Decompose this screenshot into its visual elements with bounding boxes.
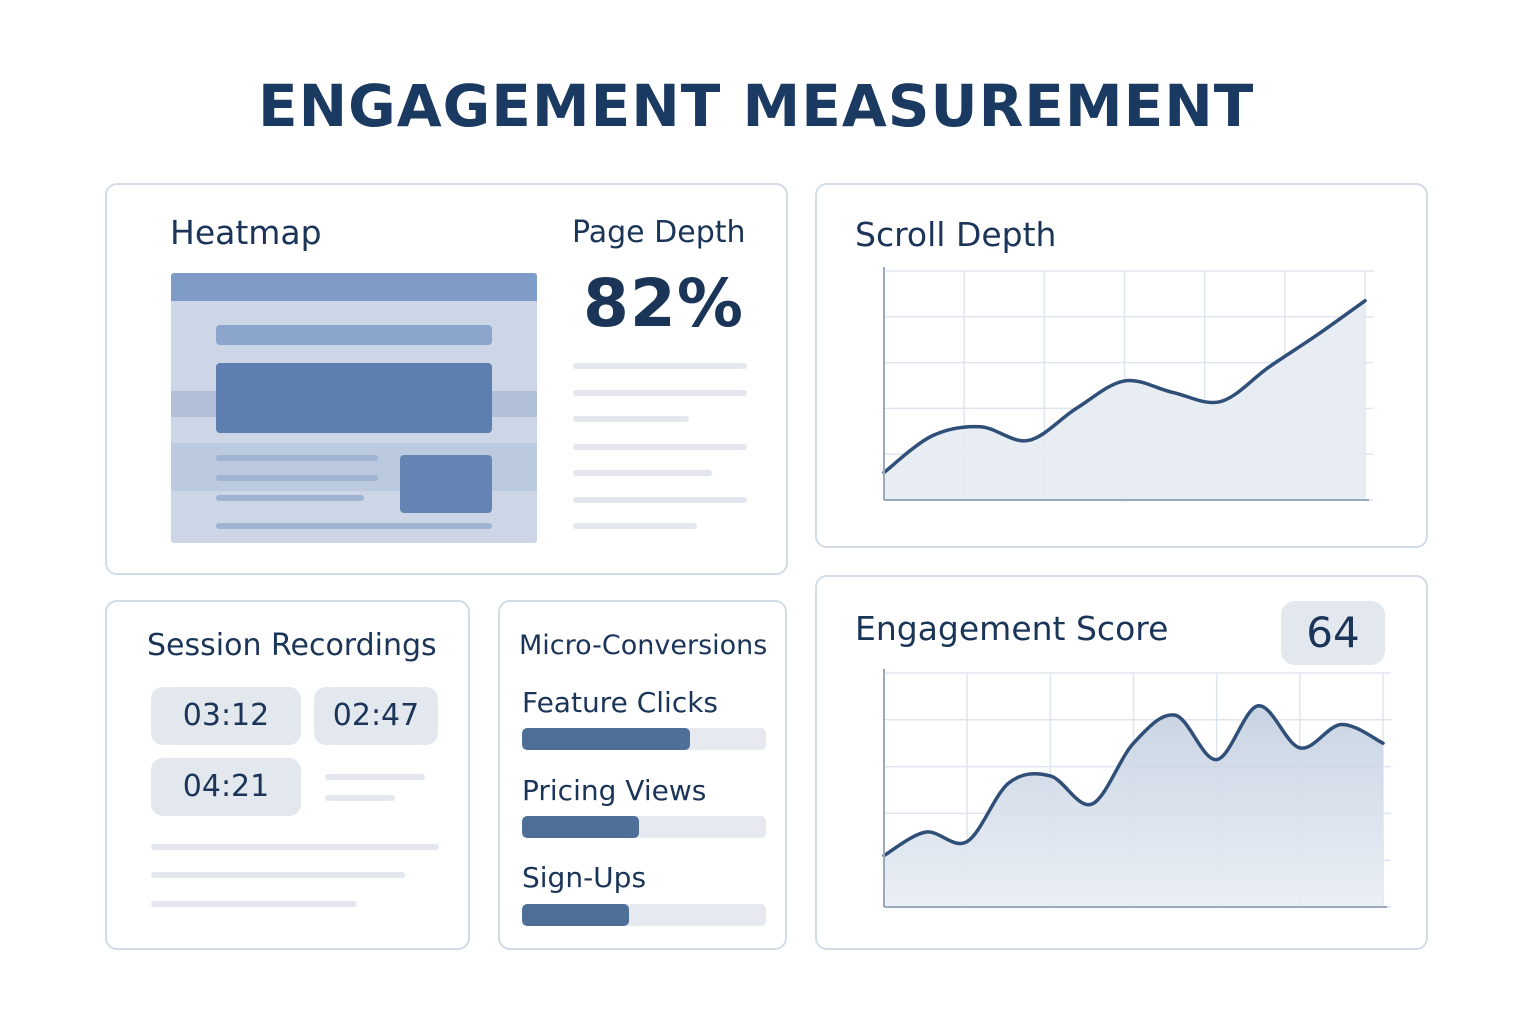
placeholder-line [573, 444, 747, 450]
placeholder-line [325, 795, 395, 801]
heatmap-title: Heatmap [170, 213, 322, 252]
page-title: ENGAGEMENT MEASUREMENT [258, 72, 1255, 140]
heatmap-top-bar [171, 273, 537, 301]
heatmap-card: Heatmap Page Depth 82% [105, 183, 788, 575]
page-depth-value: 82% [583, 265, 744, 342]
scroll-depth-chart [882, 267, 1373, 501]
micro-conversions-card: Micro-Conversions Feature Clicks Pricing… [498, 600, 787, 950]
chart-line [882, 704, 1385, 858]
micro-conversion-fill [522, 904, 630, 926]
micro-conversion-label: Pricing Views [522, 774, 707, 807]
heatmap-hero-block [216, 363, 492, 433]
heatmap-text-line [216, 523, 492, 529]
scroll-depth-card: Scroll Depth [815, 183, 1428, 548]
placeholder-line [573, 363, 747, 369]
micro-conversion-label: Sign-Ups [522, 861, 647, 894]
micro-conversions-title: Micro-Conversions [519, 630, 768, 661]
placeholder-line [151, 872, 405, 878]
engagement-score-title: Engagement Score [855, 609, 1169, 648]
micro-conversion-label: Feature Clicks [522, 686, 719, 719]
micro-conversion-fill [522, 816, 640, 838]
engagement-score-card: Engagement Score 64 [815, 575, 1428, 950]
placeholder-line [151, 901, 357, 907]
heatmap-text-line [216, 455, 378, 461]
placeholder-line [573, 390, 747, 396]
heatmap-image-block [400, 455, 492, 513]
placeholder-line [151, 844, 439, 850]
recording-chip[interactable]: 04:21 [151, 758, 301, 816]
micro-conversion-bar [522, 728, 766, 750]
placeholder-line [573, 497, 747, 503]
recording-chip[interactable]: 02:47 [314, 687, 438, 745]
scroll-depth-title: Scroll Depth [855, 215, 1057, 254]
placeholder-line [573, 416, 689, 422]
recording-chip[interactable]: 03:12 [151, 687, 301, 745]
session-recordings-title: Session Recordings [147, 628, 437, 663]
page-depth-label: Page Depth [572, 215, 746, 250]
heatmap-header-block [216, 325, 492, 345]
chart-line [882, 299, 1367, 475]
heatmap-text-line [216, 495, 364, 501]
chart-area [884, 705, 1383, 907]
micro-conversion-fill [522, 728, 691, 750]
engagement-score-badge: 64 [1281, 601, 1385, 665]
chart-area [884, 300, 1365, 500]
placeholder-line [573, 470, 712, 476]
micro-conversion-bar [522, 816, 766, 838]
micro-conversion-bar [522, 904, 766, 926]
session-recordings-card: Session Recordings 03:12 02:47 04:21 [105, 600, 470, 950]
engagement-score-chart [882, 669, 1391, 908]
placeholder-line [325, 774, 425, 780]
heatmap-page-preview [171, 273, 537, 543]
placeholder-line [573, 523, 697, 529]
heatmap-text-line [216, 475, 378, 481]
